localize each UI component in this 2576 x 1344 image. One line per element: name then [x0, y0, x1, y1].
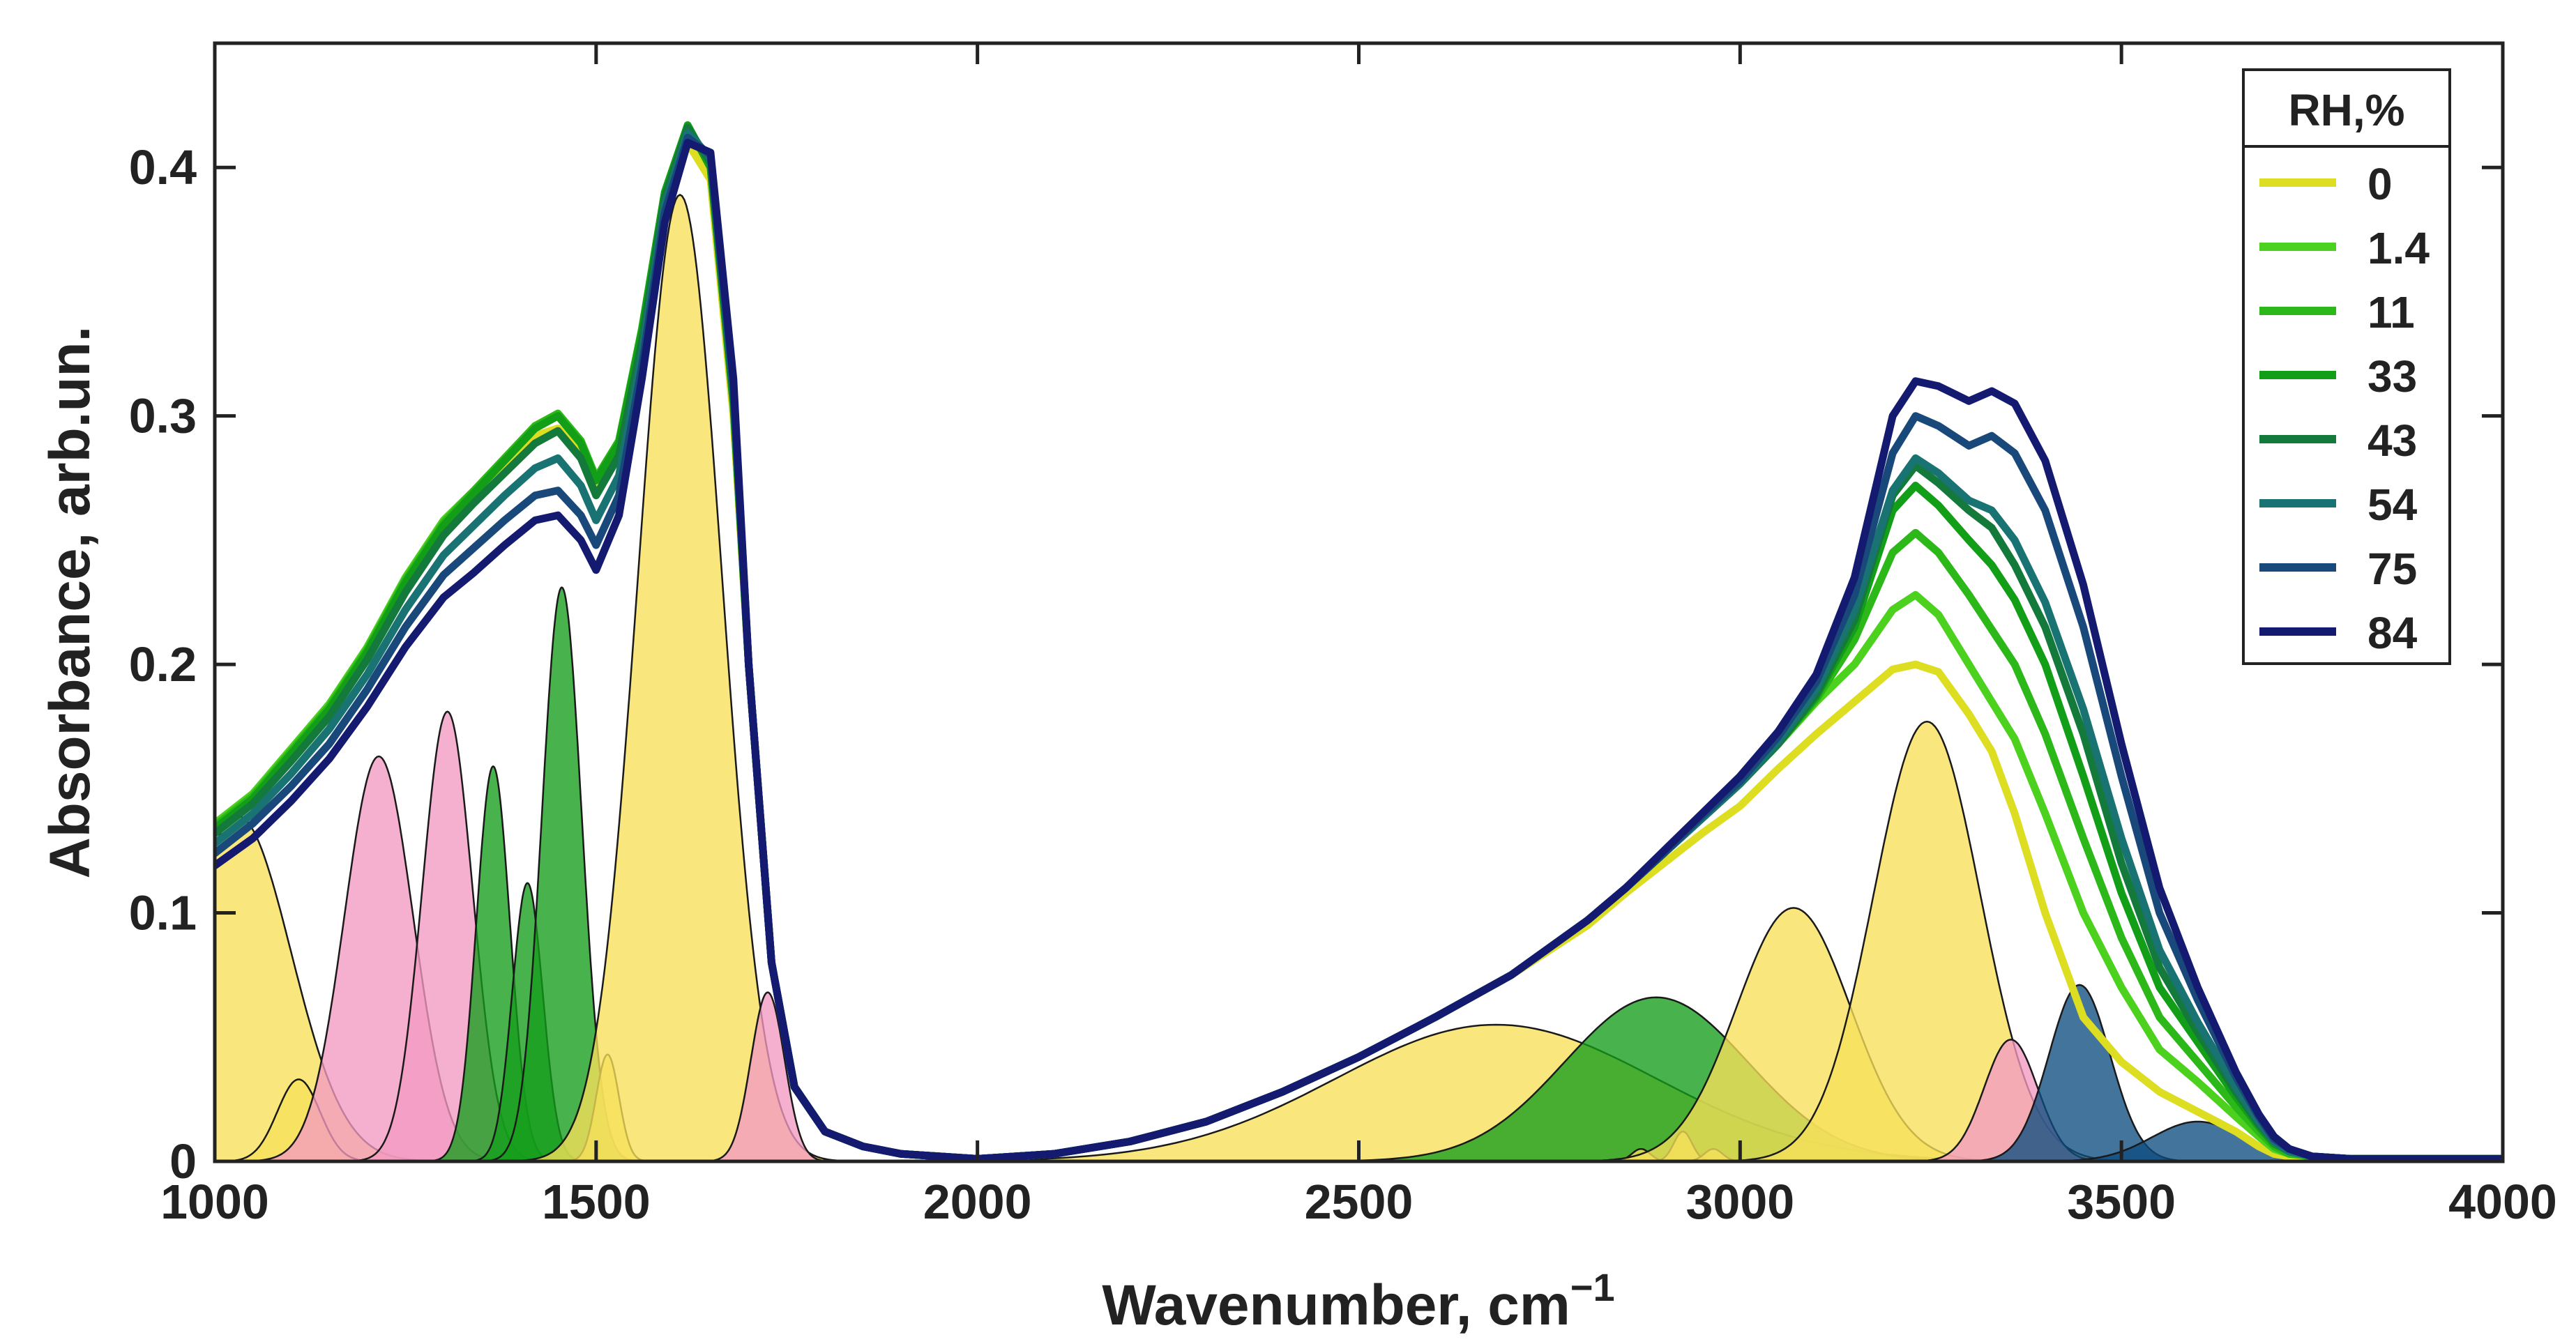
- legend-label-rh-75: 75: [2367, 544, 2417, 594]
- legend-label-rh-33: 33: [2367, 351, 2417, 402]
- x-axis-label-superscript: −1: [1570, 1265, 1615, 1309]
- legend-box: [2242, 68, 2451, 665]
- legend-label-rh-54: 54: [2367, 480, 2418, 530]
- x-tick-label: 3000: [1685, 1175, 1794, 1229]
- legend: RH,% 0 1.4 11 33 43 54 75 84: [2242, 68, 2451, 665]
- x-axis-label: Wavenumber, cm−1: [1102, 1265, 1614, 1337]
- y-tick-label: 0.4: [129, 140, 197, 194]
- fitted-bands: [215, 193, 2381, 1161]
- series-line-rh-84: [215, 139, 2503, 1161]
- y-tick-label: 0: [169, 1134, 197, 1189]
- legend-title: RH,%: [2288, 85, 2404, 135]
- x-tick-label: 1000: [160, 1175, 269, 1229]
- x-tick-label: 1500: [542, 1175, 651, 1229]
- legend-label-rh-43: 43: [2367, 415, 2417, 466]
- legend-label-rh-11: 11: [2367, 287, 2415, 337]
- x-tick-label: 2500: [1305, 1175, 1414, 1229]
- legend-label-rh-1.4: 1.4: [2367, 223, 2430, 273]
- x-tick-label: 3500: [2067, 1175, 2176, 1229]
- fitted-band-1725: [699, 991, 836, 1161]
- y-tick-label: 0.2: [129, 637, 197, 692]
- x-tick-label: 4000: [2448, 1175, 2557, 1229]
- y-tick-label: 0.3: [129, 389, 197, 443]
- legend-label-rh-0: 0: [2367, 159, 2393, 209]
- x-tick-label: 2000: [923, 1175, 1032, 1229]
- x-axis: 1000 1500 2000 2500 3000 3500 4000: [160, 43, 2557, 1229]
- y-axis-label: Absorbance, arb.un.: [38, 326, 102, 879]
- legend-label-rh-84: 84: [2367, 608, 2418, 658]
- spectra-series: [215, 121, 2503, 1161]
- y-tick-label: 0.1: [129, 886, 197, 940]
- y-axis: 0 0.1 0.2 0.3 0.4: [129, 140, 2503, 1189]
